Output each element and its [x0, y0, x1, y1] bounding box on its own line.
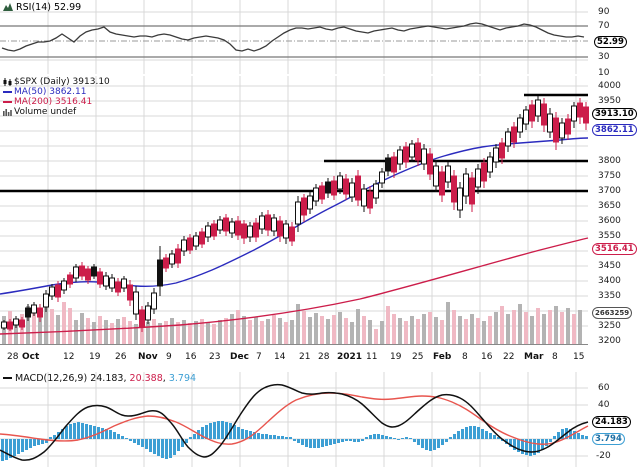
- candlesticks: [1, 96, 589, 332]
- ma200-tag: 3516.41: [592, 243, 637, 255]
- last-price-tag: 3913.10: [592, 108, 637, 120]
- ma200-line: [0, 237, 589, 335]
- ma50-swatch-icon: [3, 91, 12, 93]
- macd-plot: [0, 372, 589, 467]
- legend-ma200-text: MA(200) 3516.41: [14, 97, 93, 107]
- date-label-16: 19: [390, 352, 402, 362]
- date-label-21: 22: [503, 352, 515, 362]
- price-axis-3600: 3600: [598, 216, 621, 226]
- date-label-12: 21: [299, 352, 311, 362]
- price-axis-3950: 3950: [598, 96, 621, 106]
- date-label-10: 7: [256, 352, 262, 362]
- date-label-19: 8: [462, 352, 468, 362]
- date-axis: 28 Oct 12 19 26 Nov 9 16 23 Dec 7 14 21 …: [0, 344, 640, 370]
- rsi-title-text: RSI(14) 52.99: [16, 2, 82, 13]
- macd-panel: MACD(12,26,9) 24.183, 20.388, 3.794 60 4…: [0, 372, 640, 467]
- macd-axis-minus20: -20: [596, 451, 611, 461]
- date-label-2: 12: [63, 352, 75, 362]
- legend-row-ma200: MA(200) 3516.41: [3, 97, 110, 107]
- rsi-axis-label-10: 10: [598, 68, 610, 78]
- legend-row-volume: Volume undef: [3, 107, 110, 117]
- macd-line: [0, 383, 589, 461]
- macd-signal-label: 20.388: [129, 373, 163, 384]
- date-label-23: 8: [552, 352, 558, 362]
- volume-tag: 2663259: [592, 307, 633, 319]
- price-axis-3350: 3350: [598, 291, 621, 301]
- rsi-plot: [0, 0, 588, 74]
- legend-ma50-text: MA(50) 3862.11: [14, 87, 87, 97]
- price-axis-3450: 3450: [598, 261, 621, 271]
- macd-hist-tag: 3.794: [592, 433, 625, 445]
- macd-value-tag: 24.183: [592, 416, 631, 428]
- price-axis-3250: 3250: [598, 321, 621, 331]
- date-label-4: 26: [115, 352, 127, 362]
- rsi-title: RSI(14) 52.99: [3, 2, 81, 13]
- price-axis-3800: 3800: [598, 156, 621, 166]
- rsi-axis-label-30: 30: [598, 52, 610, 62]
- price-panel: $SPX (Daily) 3913.10 MA(50) 3862.11 MA(2…: [0, 76, 640, 346]
- date-label-feb: Feb: [433, 352, 452, 362]
- macd-value-label: 24.183: [90, 373, 124, 384]
- volume-bars-icon: [3, 108, 12, 116]
- rsi-mountain-icon: [3, 2, 13, 11]
- price-axis-3700: 3700: [598, 186, 621, 196]
- date-label-13: 28: [318, 352, 330, 362]
- price-axis-4000: 4000: [598, 81, 621, 91]
- rsi-value-tag: 52.99: [594, 36, 627, 48]
- date-label-20: 16: [481, 352, 493, 362]
- date-label-17: 25: [412, 352, 424, 362]
- macd-swatch-icon: [3, 377, 12, 379]
- date-label-mar: Mar: [524, 352, 544, 362]
- legend-spx-text: $SPX (Daily) 3913.10: [14, 77, 110, 87]
- macd-title: MACD(12,26,9) 24.183, 20.388, 3.794: [3, 373, 196, 384]
- rsi-panel: RSI(14) 52.99 90 70 30 10 52.99: [0, 0, 640, 78]
- date-label-oct: Oct: [22, 352, 40, 362]
- ma50-tag: 3862.11: [592, 124, 637, 136]
- rsi-axis-label-70: 70: [598, 21, 610, 31]
- macd-histogram-label: 3.794: [168, 373, 197, 384]
- date-label-8: 23: [209, 352, 221, 362]
- macd-axis-60: 60: [598, 383, 610, 393]
- candlestick-icon: [3, 78, 12, 86]
- date-label-0: 28: [7, 352, 19, 362]
- macd-axis-40: 40: [598, 400, 610, 410]
- date-label-nov: Nov: [138, 352, 158, 362]
- date-label-7: 16: [185, 352, 197, 362]
- date-label-2021: 2021: [337, 352, 363, 362]
- legend-row-ma50: MA(50) 3862.11: [3, 87, 110, 97]
- date-label-11: 14: [274, 352, 286, 362]
- date-label-24: 15: [573, 352, 585, 362]
- price-axis-3650: 3650: [598, 201, 621, 211]
- price-axis-3200: 3200: [598, 336, 621, 346]
- legend-row-spx: $SPX (Daily) 3913.10: [3, 77, 110, 87]
- date-label-15: 11: [366, 352, 378, 362]
- price-legend: $SPX (Daily) 3913.10 MA(50) 3862.11 MA(2…: [3, 77, 110, 117]
- macd-indicator-label: MACD(12,26,9): [15, 373, 88, 384]
- date-label-3: 19: [89, 352, 101, 362]
- legend-volume-text: Volume undef: [14, 107, 77, 117]
- price-axis-3400: 3400: [598, 276, 621, 286]
- price-plot: [0, 76, 589, 344]
- date-label-dec: Dec: [230, 352, 249, 362]
- macd-histogram: [1, 421, 588, 461]
- price-axis-3550: 3550: [598, 231, 621, 241]
- date-label-6: 9: [166, 352, 172, 362]
- rsi-axis-label-90: 90: [598, 7, 610, 17]
- price-axis-3750: 3750: [598, 171, 621, 181]
- ma200-swatch-icon: [3, 101, 12, 103]
